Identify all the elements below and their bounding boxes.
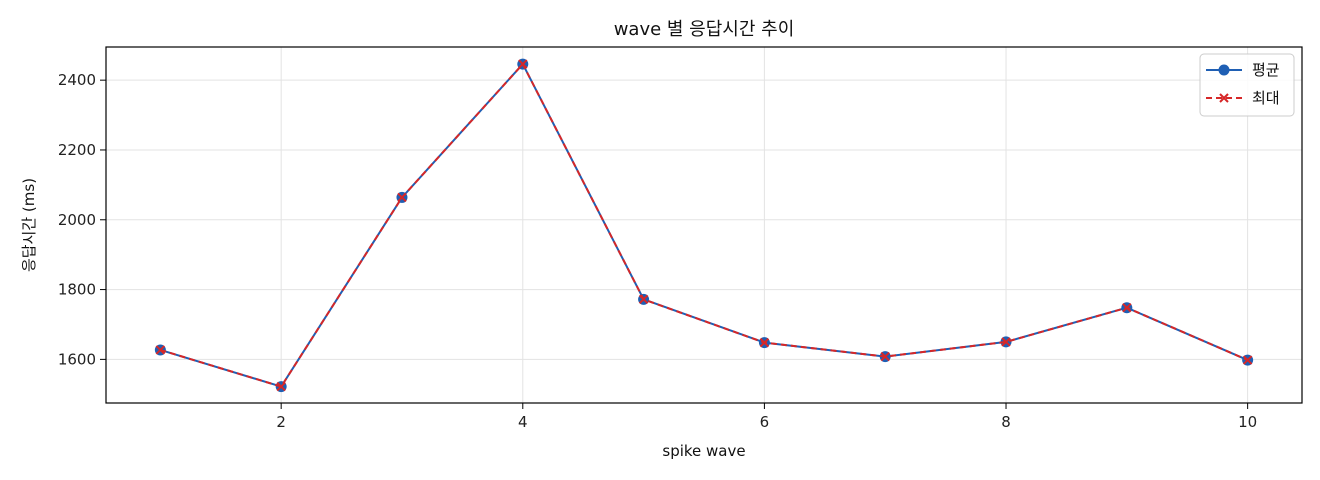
series-line <box>160 62 1249 388</box>
x-tick-label: 10 <box>1238 413 1257 431</box>
x-tick-label: 8 <box>1001 413 1011 431</box>
y-axis-ticks: 1600 1800 2000 2200 2400 <box>58 71 106 368</box>
data-point <box>880 351 890 362</box>
data-point <box>1242 355 1253 365</box>
y-tick-label: 1600 <box>58 350 96 368</box>
x-tick-label: 2 <box>276 413 286 431</box>
legend-marker <box>1218 64 1230 76</box>
data-point <box>638 294 649 305</box>
data-point <box>1122 303 1132 313</box>
data-point <box>155 345 166 355</box>
series-2 <box>155 59 1253 392</box>
legend-marker <box>1219 93 1229 103</box>
x-axis-label: spike wave <box>662 442 745 460</box>
y-tick-label: 1800 <box>58 281 96 299</box>
legend-item: 평균 <box>1206 61 1280 79</box>
plot-frame <box>105 46 1303 404</box>
x-tick-label: 6 <box>760 413 770 431</box>
legend-box <box>1199 53 1295 117</box>
data-point <box>276 381 286 392</box>
legend-label: 평균 <box>1252 61 1280 79</box>
y-tick-label: 2400 <box>58 71 96 89</box>
data-point <box>397 192 407 203</box>
x-axis-ticks: 2 4 6 8 10 <box>276 403 1257 431</box>
legend-label: 최대 <box>1252 89 1280 107</box>
data-point <box>1001 337 1011 347</box>
x-tick-label: 4 <box>518 413 528 431</box>
series-layer <box>154 58 1254 393</box>
chart-title: wave 별 응답시간 추이 <box>614 19 795 40</box>
y-axis-label: 응답시간 (ms) <box>20 178 38 272</box>
y-tick-label: 2000 <box>58 211 96 229</box>
grid-lines <box>106 47 1302 403</box>
data-point <box>518 59 528 69</box>
y-tick-label: 2200 <box>58 141 96 159</box>
legend-item: 최대 <box>1206 89 1280 107</box>
data-point <box>759 337 770 348</box>
